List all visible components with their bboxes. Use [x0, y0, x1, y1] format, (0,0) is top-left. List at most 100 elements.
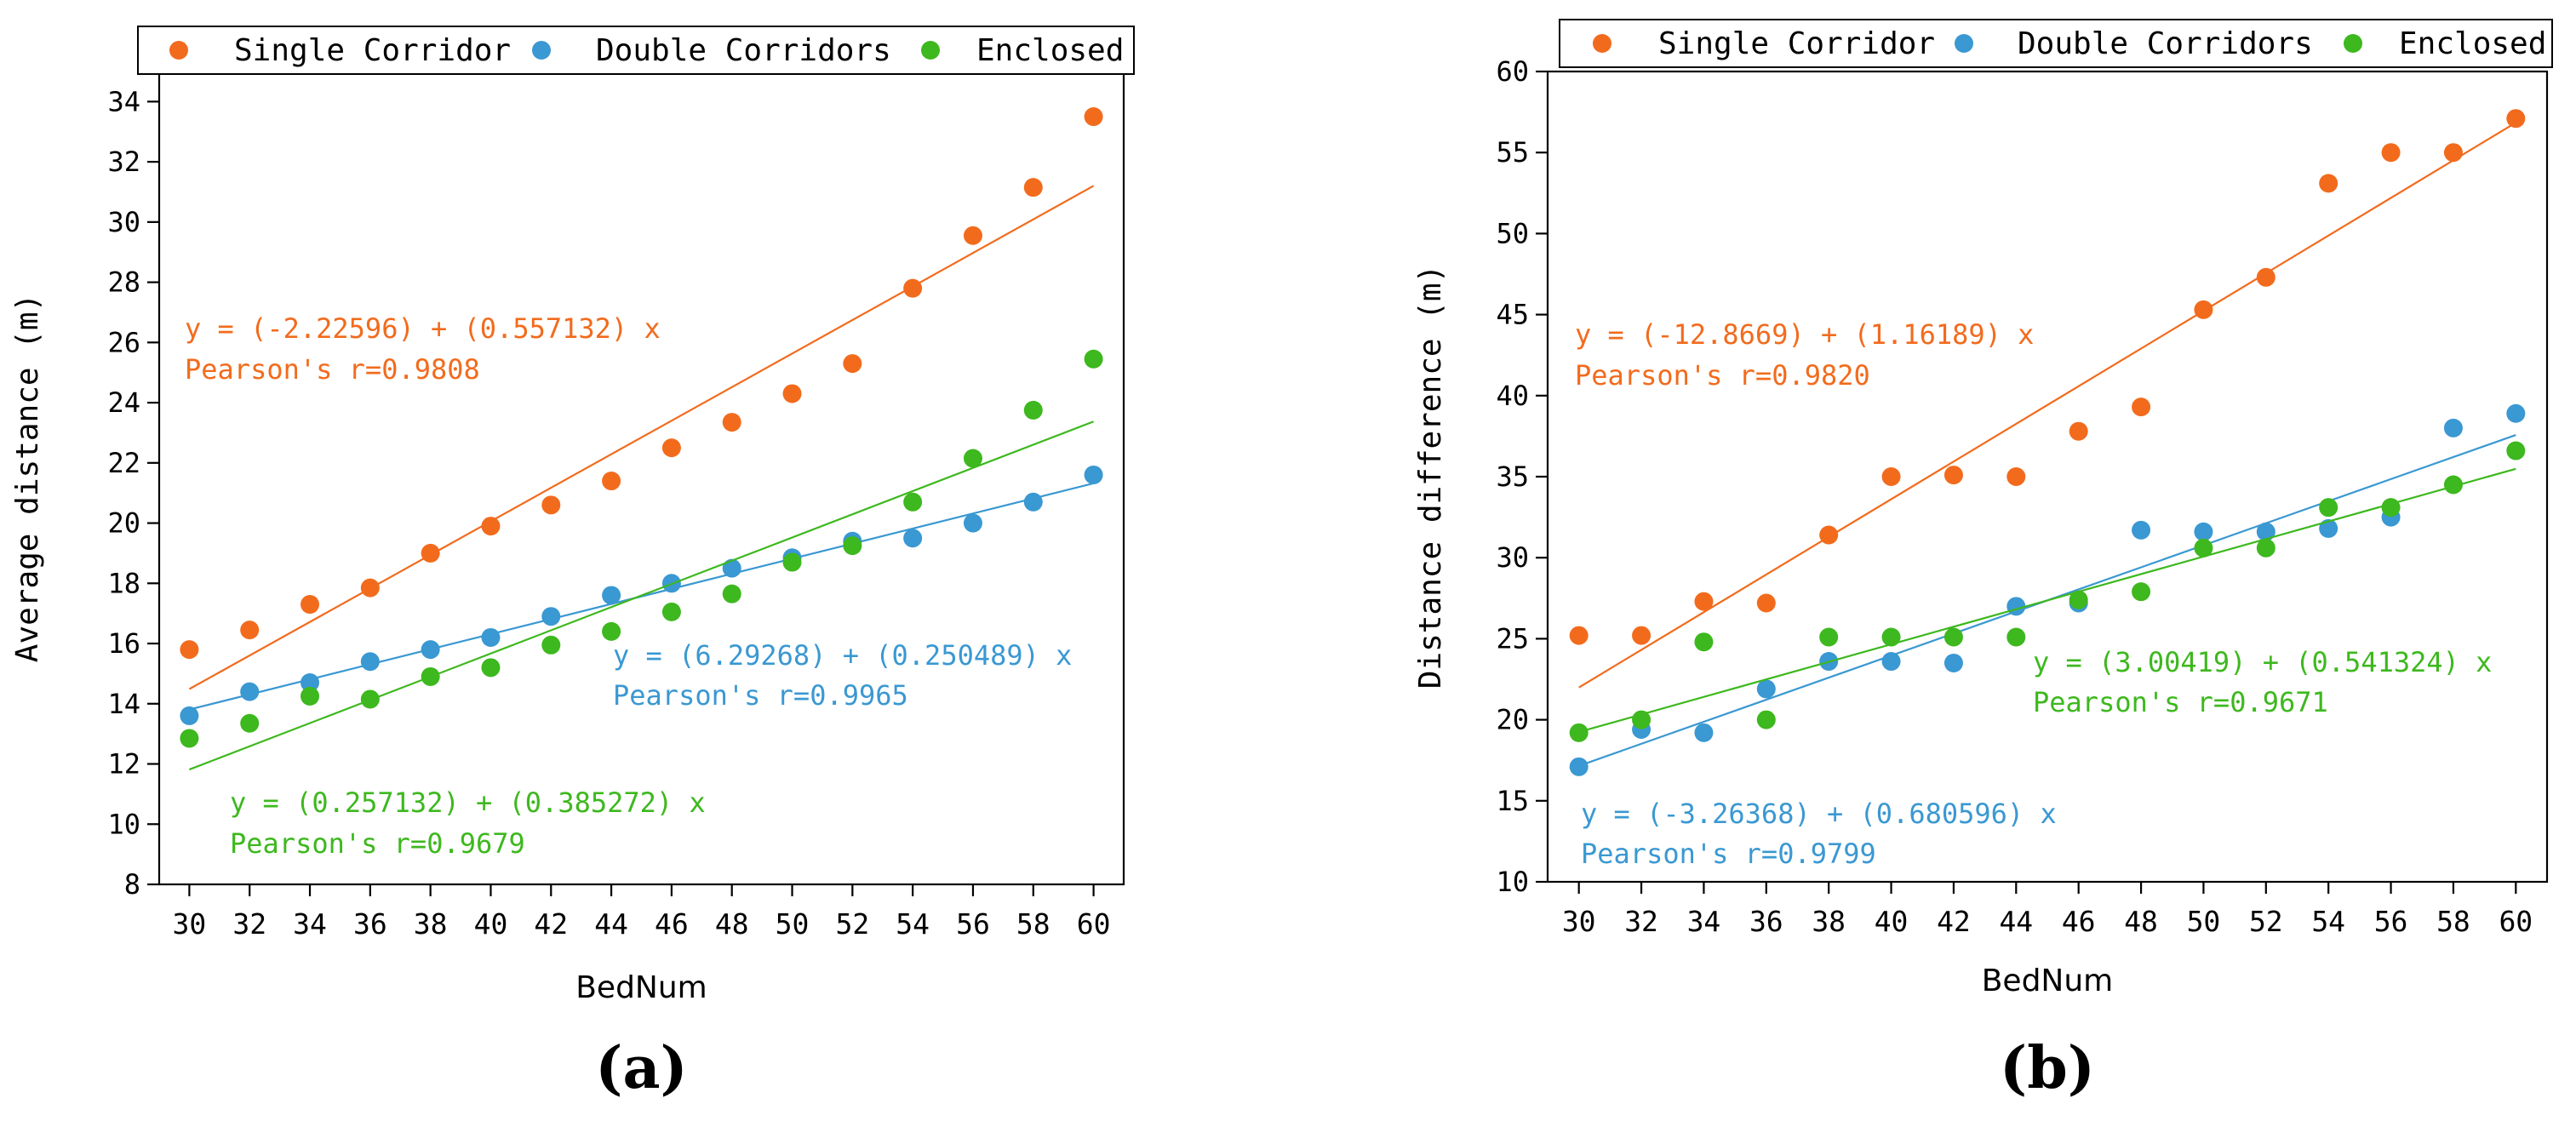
equation-double: y = (6.29268) + (0.250489) x: [613, 639, 1072, 672]
equation-single: y = (-12.8669) + (1.16189) x: [1575, 318, 2034, 351]
data-point-single: [843, 354, 862, 374]
data-point-single: [963, 226, 982, 245]
x-tick-label: 36: [353, 907, 387, 941]
data-point-double: [722, 558, 741, 578]
data-point-double: [180, 706, 199, 725]
fit-line-enclosed: [189, 420, 1094, 771]
equation-single: y = (-2.22596) + (0.557132) x: [185, 312, 661, 345]
data-point-single: [602, 472, 621, 491]
x-tick-label: 58: [2436, 905, 2470, 938]
data-point-double: [1881, 652, 1901, 672]
data-point-double: [963, 513, 982, 533]
data-point-single: [541, 495, 561, 515]
legend-marker-double: [1955, 34, 1973, 53]
data-point-single: [722, 413, 741, 432]
legend-marker-enclosed: [921, 41, 940, 60]
x-tick-label: 40: [1875, 905, 1909, 938]
data-point-enclosed: [1023, 400, 1043, 420]
data-point-enclosed: [301, 686, 320, 706]
data-point-enclosed: [2319, 498, 2338, 518]
legend: Single Corridor Double Corridors Enclosed: [1559, 19, 2553, 68]
data-point-single: [1819, 525, 1839, 545]
data-point-enclosed: [1084, 349, 1103, 369]
y-tick-label: 55: [1496, 136, 1529, 169]
data-point-enclosed: [903, 492, 923, 512]
x-tick-label: 30: [173, 907, 207, 941]
data-point-single: [661, 438, 681, 458]
data-point-enclosed: [661, 602, 681, 621]
data-point-enclosed: [2443, 475, 2463, 495]
data-point-enclosed: [481, 658, 501, 678]
data-point-single: [1694, 592, 1714, 611]
x-axis-title: BedNum: [1982, 964, 2114, 998]
legend-label-enclosed: Enclosed: [976, 33, 1124, 68]
data-point-double: [421, 640, 440, 660]
data-point-enclosed: [782, 552, 802, 572]
data-point-single: [903, 278, 923, 298]
data-point-single: [2256, 267, 2275, 287]
equation-double: y = (-3.26368) + (0.680596) x: [1581, 798, 2057, 830]
data-point-double: [481, 627, 501, 647]
data-point-double: [602, 586, 621, 605]
y-tick-label: 30: [107, 206, 140, 238]
chart-panel-a: 8 10 12 14 16 18 20 22 24 26 28 30 32 34 30 32 34 36 38 40 4…: [10, 26, 1135, 1102]
x-tick-label: 52: [835, 907, 869, 941]
data-point-single: [2132, 397, 2151, 417]
chart-panel-b: 10 15 20 25 30 35 40 45 50 55 60 30 32 34 36 38 40 42 44 46…: [1413, 19, 2553, 1102]
x-tick-label: 30: [1562, 905, 1596, 938]
data-point-enclosed: [360, 689, 380, 709]
data-point-single: [360, 578, 380, 598]
x-tick-label: 46: [2062, 905, 2096, 938]
data-point-enclosed: [1694, 632, 1714, 652]
data-point-single: [2506, 109, 2526, 129]
data-point-enclosed: [180, 729, 199, 748]
data-point-enclosed: [1569, 723, 1589, 742]
data-point-single: [180, 640, 199, 660]
legend-box: [137, 26, 1135, 75]
fit-line-single: [188, 185, 1095, 690]
data-point-single: [2319, 174, 2338, 193]
legend-label-single: Single Corridor: [1658, 26, 1935, 61]
x-tick-label: 46: [655, 907, 689, 941]
x-tick-label: 50: [776, 907, 810, 941]
plot-frame: [157, 70, 1125, 886]
x-tick-label: 36: [1749, 905, 1783, 938]
x-tick-label: 42: [534, 907, 568, 941]
y-tick-label: 30: [1496, 541, 1529, 574]
data-point-single: [1756, 593, 1776, 613]
x-tick-label: 40: [474, 907, 508, 941]
x-tick-label: 54: [2311, 905, 2345, 938]
x-tick-label: 52: [2249, 905, 2283, 938]
pearson-enclosed: Pearson's r=0.9671: [2033, 686, 2328, 718]
x-tick-label: 50: [2187, 905, 2221, 938]
legend-marker-single: [1593, 34, 1611, 53]
legend-marker-double: [532, 41, 551, 60]
data-point-enclosed: [843, 536, 862, 556]
y-tick-label: 15: [1496, 785, 1529, 817]
legend-marker-enclosed: [2344, 34, 2362, 53]
data-point-double: [2132, 520, 2151, 540]
pearson-double: Pearson's r=0.9965: [613, 679, 908, 712]
data-point-enclosed: [1756, 710, 1776, 729]
series-enclosed: y = (0.257132) + (0.385272) x Pearson's r…: [180, 349, 1103, 860]
y-tick-label: 20: [1496, 704, 1529, 736]
data-point-single: [1084, 107, 1103, 127]
data-point-enclosed: [2256, 538, 2275, 558]
data-point-double: [2443, 418, 2463, 438]
series-single: y = (-12.8669) + (1.16189) x Pearson's r=…: [1569, 109, 2526, 689]
y-tick-label: 32: [107, 146, 140, 178]
y-tick-label: 14: [107, 688, 140, 720]
data-point-single: [1632, 626, 1652, 645]
x-tick-label: 34: [293, 907, 327, 941]
x-tick-label: 44: [1999, 905, 2033, 938]
data-point-double: [2319, 518, 2338, 538]
y-tick-label: 12: [107, 748, 140, 781]
data-point-single: [301, 595, 320, 615]
panel-label: (b): [2000, 1034, 2095, 1102]
equation-enclosed: y = (0.257132) + (0.385272) x: [230, 786, 706, 819]
data-point-double: [2006, 597, 2026, 616]
y-tick-label: 45: [1496, 299, 1529, 331]
y-tick-label: 10: [1496, 866, 1529, 898]
data-point-enclosed: [1632, 710, 1652, 729]
series-single: y = (-2.22596) + (0.557132) x Pearson's r…: [180, 107, 1103, 690]
